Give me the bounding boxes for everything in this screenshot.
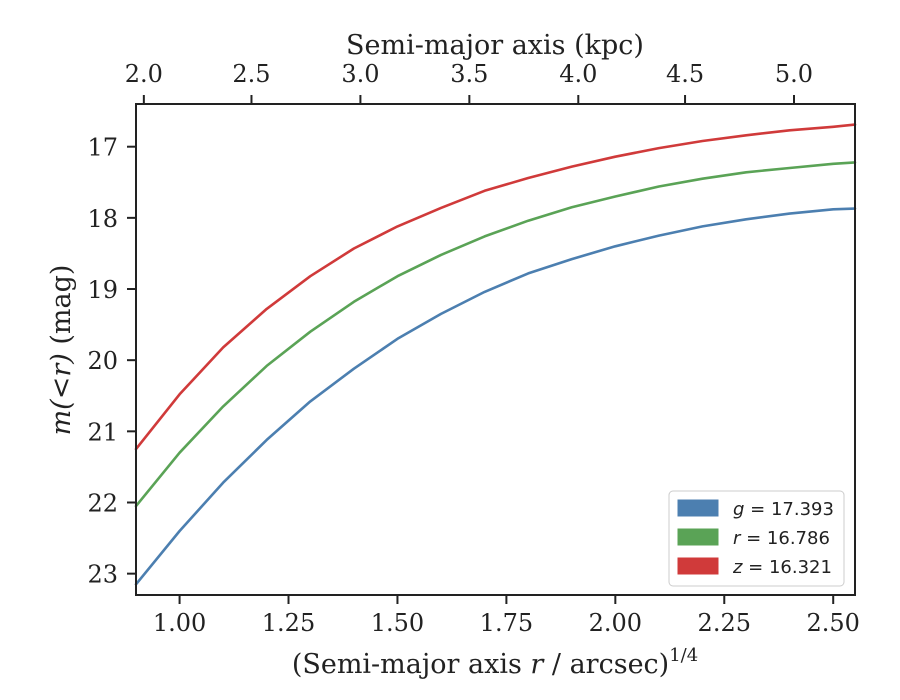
y-tick-label: 18 [87, 205, 118, 233]
y-tick-label: 22 [87, 489, 118, 517]
legend-label-value: = 16.786 [740, 528, 830, 549]
series-line-r [134, 161, 857, 508]
legend-label-value: = 16.321 [742, 557, 832, 578]
x-tick-label: 1.50 [371, 609, 424, 637]
legend-label-var: r [733, 528, 742, 549]
y-tick-label: 23 [87, 561, 118, 589]
bottom-axis-title-var: r [530, 649, 545, 680]
x-tick-label: 2.50 [806, 609, 859, 637]
legend-label-z: z = 16.321 [732, 557, 832, 578]
legend-label-value: = 17.393 [744, 499, 834, 520]
y-tick-label: 20 [87, 347, 118, 375]
x-tick-label: 2.25 [698, 609, 751, 637]
y-axis-title-unit: (mag) [46, 265, 77, 354]
bottom-axis-title: (Semi-major axis r / arcsec)1/4 [292, 645, 698, 680]
top-tick-label: 4.5 [666, 60, 704, 88]
bottom-axis-title-pre: (Semi-major axis [292, 649, 531, 680]
x-tick-label: 1.25 [262, 609, 315, 637]
bottom-axis-title-post: / arcsec) [543, 649, 669, 680]
x-tick-label: 1.75 [480, 609, 533, 637]
series-line-g [134, 207, 857, 586]
legend-swatch-z [677, 557, 719, 575]
top-tick-label: 5.0 [775, 60, 813, 88]
legend-label-r: r = 16.786 [733, 528, 830, 549]
top-tick-label: 3.0 [341, 60, 379, 88]
series-lines-layer [134, 123, 857, 586]
bottom-axis-title-sup: 1/4 [669, 645, 698, 666]
y-axis-title: m(<r) (mag) [46, 265, 77, 436]
x-tick-label: 2.00 [589, 609, 642, 637]
top-tick-label: 4.0 [559, 60, 597, 88]
legend-swatch-g [677, 499, 719, 517]
top-axis-title: Semi-major axis (kpc) [346, 30, 644, 61]
y-tick-label: 19 [87, 276, 118, 304]
top-tick-label: 3.5 [450, 60, 488, 88]
legend-swatch-r [677, 528, 719, 546]
plot-frame [135, 103, 856, 596]
top-tick-label: 2.0 [125, 60, 163, 88]
legend-label-var: g [733, 499, 744, 520]
y-tick-label: 21 [87, 418, 118, 446]
legend-label-g: g = 17.393 [733, 499, 834, 520]
ticks-layer: 1.00 1.25 1.50 1.75 2.00 2.25 2.50 2.0 2.5 3.0 3.5… [87, 60, 859, 637]
y-axis-title-var: m(<r) [46, 353, 77, 435]
top-tick-label: 2.5 [232, 60, 270, 88]
legend-label-var: z [732, 557, 743, 578]
x-tick-label: 1.00 [153, 609, 206, 637]
series-line-z [134, 123, 857, 451]
y-tick-label: 17 [87, 134, 118, 162]
